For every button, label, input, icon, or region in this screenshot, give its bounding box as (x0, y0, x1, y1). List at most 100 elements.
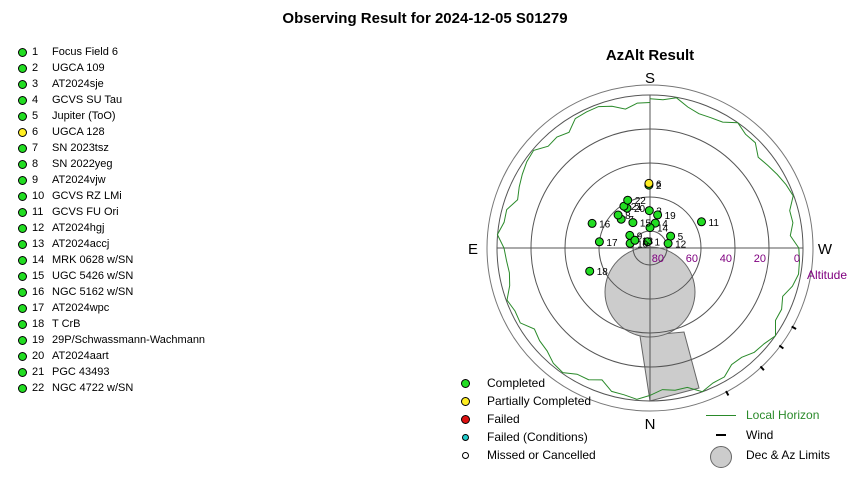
target-name: AT2024aart (52, 350, 109, 362)
polar-grid (486, 84, 814, 412)
target-name: AT2024sje (52, 78, 104, 90)
completed-dot-icon (461, 379, 470, 388)
target-name: UGCA 109 (52, 62, 105, 74)
target-point-14 (645, 223, 655, 233)
target-number: 16 (32, 286, 45, 298)
target-point-label: 16 (599, 219, 611, 230)
target-point-label: 19 (665, 211, 677, 222)
legend-partial-label: Partially Completed (487, 394, 592, 408)
status-dot-icon (18, 112, 27, 121)
target-list-item: 21 PGC 43493 (16, 364, 276, 380)
status-dot-icon (18, 384, 27, 393)
target-list-item: 18 T CrB (16, 316, 276, 332)
legend-wind-label: Wind (746, 428, 774, 442)
legend-completed-label: Completed (487, 376, 546, 390)
target-list-item: 2 UGCA 109 (16, 60, 276, 76)
target-number: 10 (32, 190, 45, 202)
target-points: 12345678910111213141516171819202122 (585, 178, 719, 278)
target-name: AT2024vjw (52, 174, 106, 186)
target-number: 2 (32, 62, 39, 74)
target-point-13 (630, 235, 640, 245)
chart-title: AzAlt Result (606, 47, 694, 64)
wind-mark (778, 344, 784, 350)
target-point-6 (644, 178, 654, 188)
target-number: 15 (32, 270, 45, 282)
status-dot-icon (18, 176, 27, 185)
direction-label-right: W (818, 241, 833, 258)
target-number: 7 (32, 142, 39, 154)
altitude-tick-label: 60 (686, 253, 698, 265)
limits-circle-icon (710, 446, 732, 468)
wind-mark (759, 365, 765, 371)
target-point-label: 18 (597, 267, 609, 278)
target-point-label: 13 (642, 236, 654, 247)
target-number: 20 (32, 350, 45, 362)
horizon-outline (496, 97, 801, 400)
target-name: GCVS SU Tau (52, 94, 123, 106)
target-number: 1 (32, 46, 39, 58)
target-number: 6 (32, 126, 39, 138)
target-list-item: 20 AT2024aart (16, 348, 276, 364)
target-list-item: 10 GCVS RZ LMi (16, 188, 276, 204)
target-list-item: 22 NGC 4722 w/SN (16, 380, 276, 396)
status-dot-icon (18, 80, 27, 89)
target-number: 18 (32, 318, 45, 330)
target-name: 29P/Schwassmann-Wachmann (52, 334, 206, 346)
altitude-tick-label: 0 (794, 253, 800, 265)
target-number: 8 (32, 158, 39, 170)
failed-dot-icon (461, 415, 470, 424)
target-number: 9 (32, 174, 39, 186)
status-dot-icon (18, 288, 27, 297)
target-name: MRK 0628 w/SN (52, 254, 134, 266)
target-name: Focus Field 6 (52, 46, 119, 58)
status-dot-icon (18, 160, 27, 169)
target-number: 19 (32, 334, 45, 346)
target-list-item: 6 UGCA 128 (16, 124, 276, 140)
legend-horizon-label: Local Horizon (746, 408, 820, 422)
target-list-item: 13 AT2024accj (16, 236, 276, 252)
target-point-label: 17 (606, 238, 618, 249)
target-point-label: 20 (634, 204, 646, 215)
target-point-label: 21 (631, 202, 643, 213)
target-number: 14 (32, 254, 45, 266)
target-point-label: 8 (625, 211, 631, 222)
target-name: T CrB (52, 318, 81, 330)
target-name: AT2024accj (52, 238, 110, 250)
failed-conditions-dot-icon (462, 434, 469, 441)
status-dot-icon (18, 96, 27, 105)
target-number: 3 (32, 78, 39, 90)
target-name: UGCA 128 (52, 126, 105, 138)
direction-label-top: S (645, 70, 655, 87)
target-number: 12 (32, 222, 45, 234)
status-dot-icon (18, 48, 27, 57)
target-name: GCVS FU Ori (52, 206, 119, 218)
target-number: 4 (32, 94, 39, 106)
target-name: UGC 5426 w/SN (52, 270, 134, 282)
horizon-line-icon (706, 415, 736, 416)
legend-failed-label: Failed (487, 412, 520, 426)
target-point-label: 15 (640, 219, 652, 230)
local-horizon-line (496, 97, 801, 400)
target-list-item: 14 MRK 0628 w/SN (16, 252, 276, 268)
target-list-item: 12 AT2024hgj (16, 220, 276, 236)
target-list-item: 17 AT2024wpc (16, 300, 276, 316)
status-dot-icon (18, 144, 27, 153)
legend-failed-conditions-label: Failed (Conditions) (487, 430, 588, 444)
target-list-item: 19 29P/Schwassmann-Wachmann (16, 332, 276, 348)
status-dot-icon (18, 352, 27, 361)
target-name: GCVS RZ LMi (52, 190, 122, 202)
target-name: SN 2023tsz (52, 142, 109, 154)
target-number: 21 (32, 366, 45, 378)
target-point-label: 22 (635, 196, 647, 207)
partial-dot-icon (461, 397, 470, 406)
axis-labels: S N E W 80 60 40 20 0 Altitude (468, 70, 847, 433)
target-name: AT2024wpc (52, 302, 110, 314)
status-dot-icon (18, 336, 27, 345)
page-title: Observing Result for 2024-12-05 S01279 (282, 10, 568, 27)
target-list-item: 15 UGC 5426 w/SN (16, 268, 276, 284)
target-number: 17 (32, 302, 45, 314)
target-point-label: 5 (678, 232, 684, 243)
target-name: NGC 5162 w/SN (52, 286, 134, 298)
status-dot-icon (18, 320, 27, 329)
